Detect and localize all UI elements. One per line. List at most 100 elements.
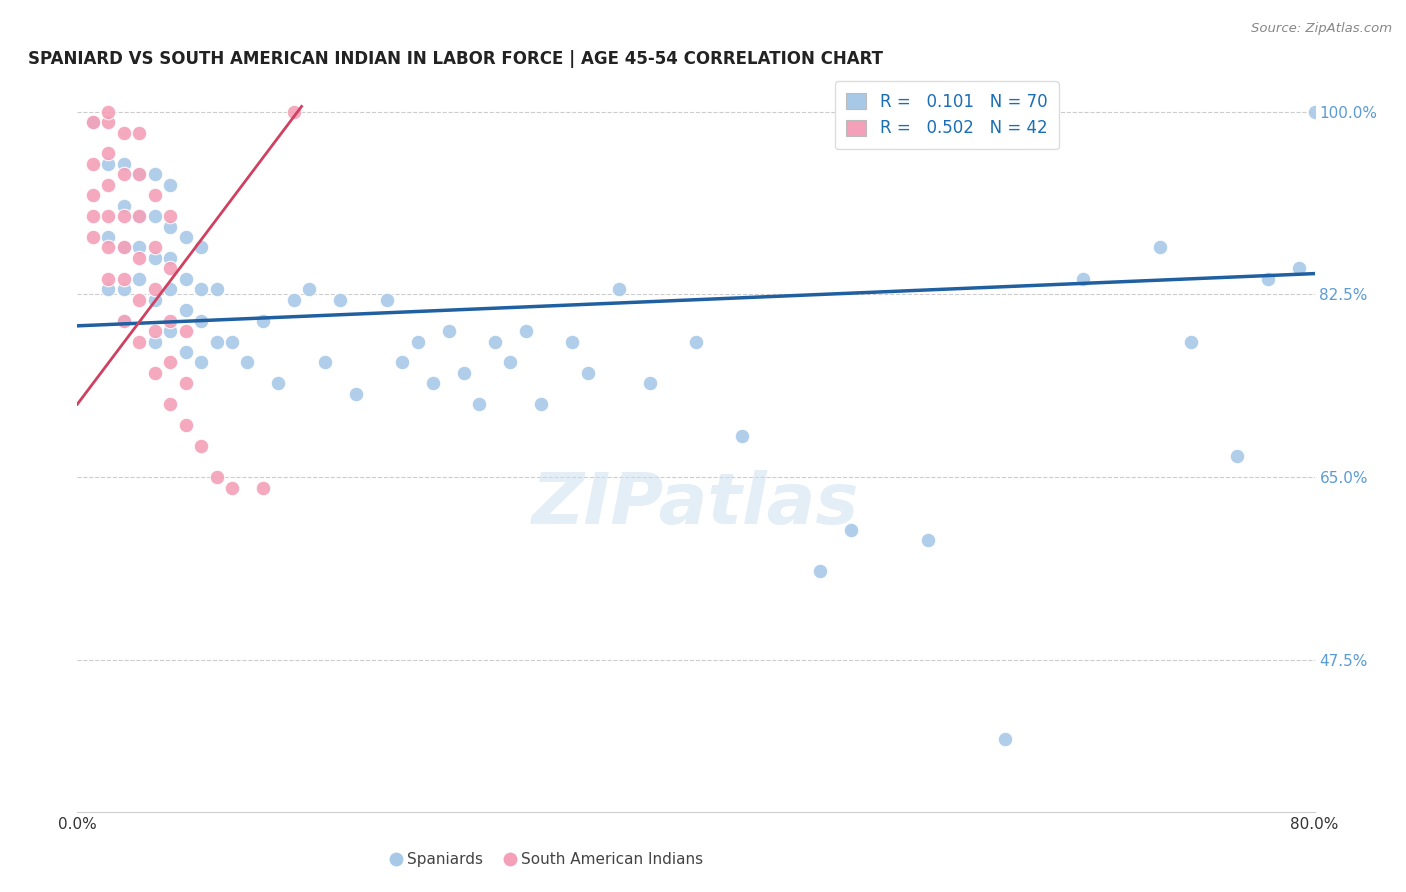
Point — [143, 366, 166, 380]
Point — [174, 418, 197, 433]
Point — [329, 293, 352, 307]
Point — [1180, 334, 1202, 349]
Point — [174, 324, 197, 338]
Text: Source: ZipAtlas.com: Source: ZipAtlas.com — [1251, 22, 1392, 36]
Point — [128, 272, 150, 286]
Point — [159, 355, 181, 369]
Point — [468, 397, 491, 411]
Point — [422, 376, 444, 391]
Point — [82, 115, 104, 129]
Point — [1288, 261, 1310, 276]
Point — [112, 209, 135, 223]
Point — [499, 355, 522, 369]
Point — [994, 731, 1017, 746]
Point — [221, 481, 243, 495]
Point — [406, 334, 429, 349]
Point — [97, 272, 120, 286]
Point — [236, 355, 259, 369]
Point — [128, 240, 150, 254]
Point — [530, 397, 553, 411]
Point — [143, 251, 166, 265]
Point — [159, 282, 181, 296]
Point — [112, 240, 135, 254]
Point — [82, 209, 104, 223]
Point — [112, 199, 135, 213]
Point — [143, 334, 166, 349]
Point — [97, 157, 120, 171]
Point — [128, 209, 150, 223]
Point — [97, 104, 120, 119]
Point — [82, 230, 104, 244]
Point — [391, 355, 413, 369]
Point — [561, 334, 583, 349]
Point — [128, 251, 150, 265]
Point — [159, 251, 181, 265]
Point — [344, 386, 367, 401]
Point — [97, 240, 120, 254]
Point — [97, 115, 120, 129]
Point — [112, 157, 135, 171]
Point — [159, 178, 181, 192]
Point — [190, 355, 212, 369]
Point — [128, 167, 150, 181]
Text: SPANIARD VS SOUTH AMERICAN INDIAN IN LABOR FORCE | AGE 45-54 CORRELATION CHART: SPANIARD VS SOUTH AMERICAN INDIAN IN LAB… — [28, 50, 883, 68]
Point — [82, 188, 104, 202]
Point — [128, 126, 150, 140]
Point — [1303, 104, 1326, 119]
Point — [112, 272, 135, 286]
Point — [731, 428, 754, 442]
Point — [190, 240, 212, 254]
Point — [174, 272, 197, 286]
Point — [174, 376, 197, 391]
Point — [143, 324, 166, 338]
Point — [298, 282, 321, 296]
Point — [97, 178, 120, 192]
Point — [159, 219, 181, 234]
Point — [82, 157, 104, 171]
Point — [1149, 240, 1171, 254]
Point — [159, 313, 181, 327]
Point — [839, 523, 862, 537]
Point — [97, 282, 120, 296]
Point — [82, 115, 104, 129]
Point — [143, 188, 166, 202]
Point — [112, 240, 135, 254]
Point — [112, 126, 135, 140]
Point — [112, 313, 135, 327]
Legend: Spaniards, South American Indians: Spaniards, South American Indians — [385, 847, 710, 873]
Point — [112, 313, 135, 327]
Point — [190, 282, 212, 296]
Point — [453, 366, 475, 380]
Point — [159, 397, 181, 411]
Point — [128, 293, 150, 307]
Point — [267, 376, 290, 391]
Point — [159, 209, 181, 223]
Point — [205, 470, 228, 484]
Point — [314, 355, 336, 369]
Point — [143, 293, 166, 307]
Point — [190, 439, 212, 453]
Point — [143, 282, 166, 296]
Point — [128, 209, 150, 223]
Point — [174, 303, 197, 318]
Point — [143, 167, 166, 181]
Point — [143, 240, 166, 254]
Point — [97, 146, 120, 161]
Point — [484, 334, 506, 349]
Point — [112, 282, 135, 296]
Point — [1226, 450, 1249, 464]
Point — [515, 324, 537, 338]
Point — [638, 376, 661, 391]
Point — [576, 366, 599, 380]
Point — [607, 282, 630, 296]
Point — [128, 334, 150, 349]
Point — [221, 334, 243, 349]
Point — [205, 282, 228, 296]
Point — [128, 167, 150, 181]
Point — [1257, 272, 1279, 286]
Point — [808, 565, 831, 579]
Point — [159, 261, 181, 276]
Point — [252, 481, 274, 495]
Point — [685, 334, 707, 349]
Point — [174, 230, 197, 244]
